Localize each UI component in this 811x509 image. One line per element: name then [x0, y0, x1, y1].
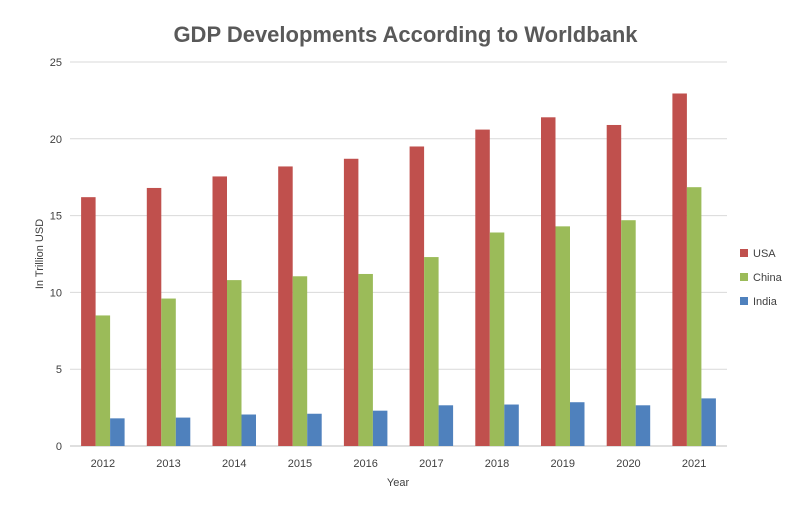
- bar-china-2013: [161, 298, 176, 446]
- y-axis-title: In Trillion USD: [34, 219, 46, 289]
- x-tick-label: 2018: [485, 458, 509, 470]
- legend: USA China India: [740, 248, 783, 308]
- x-tick-label: 2019: [551, 458, 575, 470]
- bar-india-2014: [241, 414, 256, 446]
- bar-usa-2019: [541, 117, 556, 447]
- x-tick-label: 2015: [288, 458, 312, 470]
- bar-china-2021: [686, 187, 702, 446]
- bar-china-2014: [227, 280, 242, 446]
- chart-title: GDP Developments According to Worldbank: [173, 22, 638, 47]
- legend-label-china: China: [753, 272, 783, 284]
- y-tick-label: 20: [50, 134, 62, 146]
- bar-usa-2021: [672, 93, 687, 446]
- legend-label-usa: USA: [753, 248, 776, 260]
- bar-india-2013: [175, 417, 191, 446]
- bar-india-2019: [570, 402, 585, 446]
- y-tick-label: 15: [50, 211, 62, 223]
- bar-usa-2017: [409, 146, 425, 447]
- bars: [81, 93, 716, 447]
- legend-label-india: India: [753, 296, 778, 308]
- bar-china-2018: [489, 232, 505, 446]
- bar-usa-2016: [343, 158, 359, 446]
- y-tick-label: 5: [56, 364, 62, 376]
- bar-usa-2013: [146, 187, 162, 446]
- bar-china-2012: [95, 315, 111, 446]
- bar-usa-2020: [606, 124, 622, 446]
- bar-india-2016: [372, 410, 388, 446]
- bar-india-2012: [110, 418, 125, 446]
- bar-india-2015: [307, 413, 322, 446]
- axes: 0 5 10 15 20 25 2012 2013 2014 2015 2016 2017 2018 20…: [50, 57, 707, 470]
- bar-usa-2014: [212, 176, 227, 446]
- x-axis-title: Year: [387, 477, 410, 489]
- bar-usa-2018: [475, 129, 490, 447]
- bar-india-2017: [438, 405, 454, 446]
- x-tick-label: 2021: [682, 458, 706, 470]
- bar-china-2020: [621, 220, 636, 446]
- bar-usa-2012: [81, 197, 96, 446]
- x-tick-label: 2020: [616, 458, 640, 470]
- bar-china-2017: [424, 257, 439, 446]
- legend-swatch-india: [740, 297, 748, 305]
- y-tick-label: 0: [56, 441, 62, 453]
- x-tick-label: 2013: [156, 458, 180, 470]
- x-tick-label: 2016: [353, 458, 377, 470]
- y-tick-label: 25: [50, 57, 62, 69]
- bar-india-2020: [635, 405, 651, 446]
- bar-china-2016: [358, 273, 373, 446]
- legend-swatch-usa: [740, 249, 748, 257]
- legend-swatch-china: [740, 273, 748, 281]
- x-tick-label: 2017: [419, 458, 443, 470]
- x-tick-label: 2014: [222, 458, 246, 470]
- y-tick-label: 10: [50, 287, 62, 299]
- x-tick-label: 2012: [91, 458, 115, 470]
- bar-china-2015: [292, 276, 308, 446]
- bar-usa-2015: [278, 166, 293, 446]
- bar-china-2019: [555, 226, 570, 446]
- bar-india-2021: [701, 398, 716, 446]
- bar-india-2018: [504, 404, 519, 446]
